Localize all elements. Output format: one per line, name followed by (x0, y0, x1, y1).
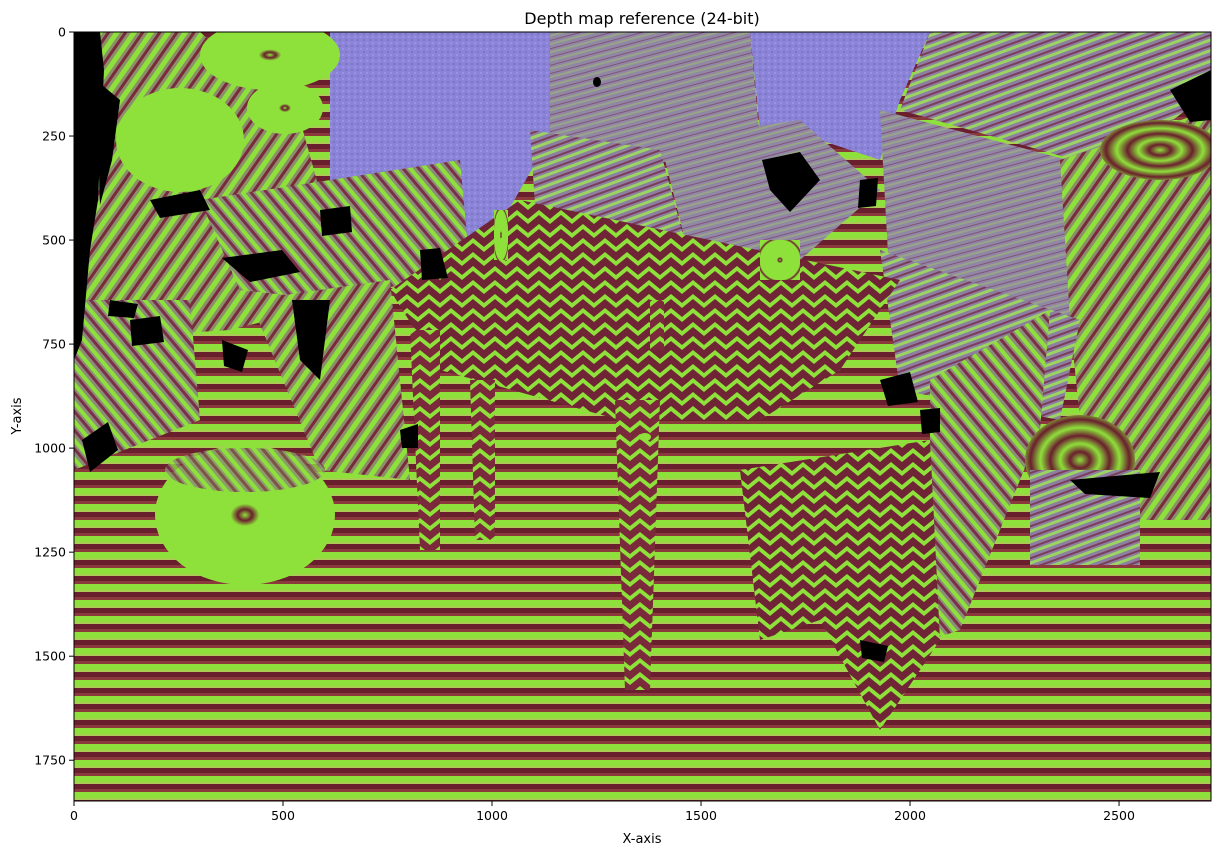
x-tick-label: 2500 (1103, 808, 1135, 823)
y-tick-label: 0 (58, 25, 66, 40)
y-tick-label: 1500 (34, 649, 66, 664)
y-tick-label: 1000 (34, 441, 66, 456)
x-tick-label: 1500 (685, 808, 717, 823)
chart-title: Depth map reference (24-bit) (524, 9, 759, 28)
y-tick-label: 1250 (34, 545, 66, 560)
y-tick-label: 500 (42, 233, 66, 248)
y-axis-ticks: 0 250 500 750 1000 1250 1500 1750 (34, 25, 74, 768)
y-tick-label: 1750 (34, 753, 66, 768)
x-axis-ticks: 0 500 1000 1500 2000 2500 (70, 801, 1135, 823)
y-tick-label: 250 (42, 129, 66, 144)
x-tick-label: 0 (70, 808, 78, 823)
x-axis-label: X-axis (623, 832, 662, 847)
y-tick-label: 750 (42, 337, 66, 352)
x-tick-label: 2000 (894, 808, 926, 823)
x-tick-label: 1000 (476, 808, 508, 823)
depth-map-image (74, 32, 1211, 801)
plot-frame (73, 31, 1212, 802)
y-axis-label: Y-axis (10, 397, 25, 435)
x-tick-label: 500 (271, 808, 295, 823)
